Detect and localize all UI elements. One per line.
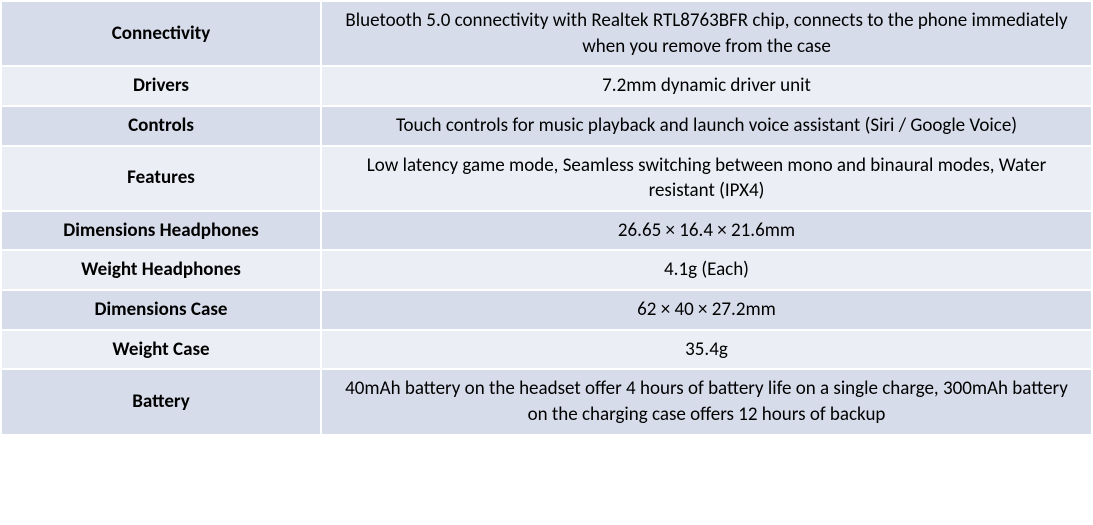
spec-label: Weight Case <box>1 330 321 370</box>
spec-value: 35.4g <box>321 330 1092 370</box>
spec-value: 4.1g (Each) <box>321 250 1092 290</box>
spec-value: Low latency game mode, Seamless switchin… <box>321 146 1092 211</box>
spec-label: Controls <box>1 106 321 146</box>
spec-label: Dimensions Headphones <box>1 211 321 251</box>
spec-label: Weight Headphones <box>1 250 321 290</box>
table-row: Dimensions Headphones 26.65 × 16.4 × 21.… <box>1 211 1092 251</box>
spec-value: 62 × 40 × 27.2mm <box>321 290 1092 330</box>
table-row: Connectivity Bluetooth 5.0 connectivity … <box>1 1 1092 66</box>
spec-label: Battery <box>1 369 321 434</box>
spec-value: Bluetooth 5.0 connectivity with Realtek … <box>321 1 1092 66</box>
table-row: Dimensions Case 62 × 40 × 27.2mm <box>1 290 1092 330</box>
spec-value: 40mAh battery on the headset offer 4 hou… <box>321 369 1092 434</box>
table-row: Features Low latency game mode, Seamless… <box>1 146 1092 211</box>
table-row: Weight Headphones 4.1g (Each) <box>1 250 1092 290</box>
table-row: Weight Case 35.4g <box>1 330 1092 370</box>
spec-label: Drivers <box>1 66 321 106</box>
spec-value: 26.65 × 16.4 × 21.6mm <box>321 211 1092 251</box>
spec-value: Touch controls for music playback and la… <box>321 106 1092 146</box>
table-row: Drivers 7.2mm dynamic driver unit <box>1 66 1092 106</box>
spec-table: Connectivity Bluetooth 5.0 connectivity … <box>0 0 1093 436</box>
spec-label: Features <box>1 146 321 211</box>
spec-label: Dimensions Case <box>1 290 321 330</box>
spec-label: Connectivity <box>1 1 321 66</box>
table-row: Controls Touch controls for music playba… <box>1 106 1092 146</box>
spec-table-body: Connectivity Bluetooth 5.0 connectivity … <box>1 1 1092 435</box>
table-row: Battery 40mAh battery on the headset off… <box>1 369 1092 434</box>
spec-value: 7.2mm dynamic driver unit <box>321 66 1092 106</box>
